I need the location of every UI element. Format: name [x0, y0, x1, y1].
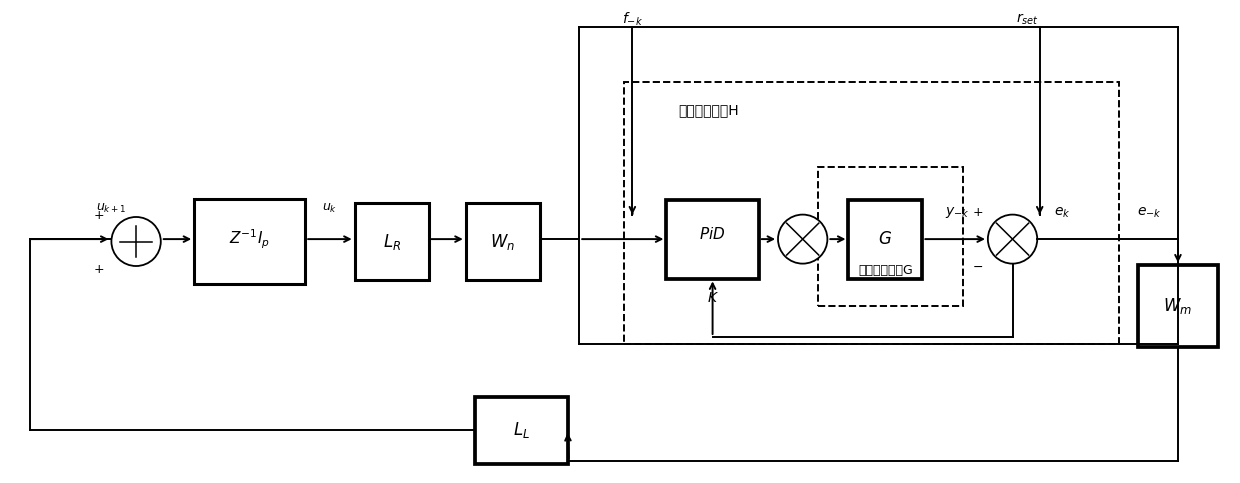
Text: $L_L$: $L_L$ [512, 420, 529, 440]
Text: $W_n$: $W_n$ [490, 231, 516, 252]
Bar [624, 82, 1118, 344]
Ellipse shape [112, 217, 161, 266]
Text: $r_{set}$: $r_{set}$ [1016, 12, 1039, 27]
Text: +: + [972, 206, 983, 219]
Text: $PiD$: $PiD$ [699, 227, 725, 242]
Text: $e_{-k}$: $e_{-k}$ [1137, 206, 1162, 220]
Text: $y_{-k}$: $y_{-k}$ [945, 205, 970, 220]
Text: 闭环控制对象H: 闭环控制对象H [678, 103, 739, 117]
Bar [355, 203, 429, 280]
Text: $u_{k+1}$: $u_{k+1}$ [97, 201, 126, 214]
Bar [666, 200, 759, 279]
Text: $G$: $G$ [878, 230, 893, 248]
Text: $f_{-k}$: $f_{-k}$ [621, 11, 642, 28]
Text: $e_k$: $e_k$ [1054, 206, 1070, 220]
Text: 开环控制对象G: 开环控制对象G [858, 264, 913, 277]
Text: $W_m$: $W_m$ [1163, 296, 1193, 316]
Text: +: + [94, 209, 104, 222]
Text: +: + [94, 263, 104, 276]
Text: $L_R$: $L_R$ [382, 231, 401, 252]
Ellipse shape [777, 214, 827, 264]
Text: $K$: $K$ [707, 291, 719, 305]
Text: $Z^{-1}I_p$: $Z^{-1}I_p$ [229, 227, 270, 251]
Text: $u_k$: $u_k$ [322, 201, 337, 214]
Bar [817, 168, 963, 306]
Ellipse shape [988, 214, 1037, 264]
Bar [195, 199, 305, 284]
Bar [475, 397, 568, 464]
Bar [848, 200, 923, 279]
Text: $-$: $-$ [972, 260, 983, 273]
Bar [466, 203, 539, 280]
Bar [1138, 265, 1218, 346]
